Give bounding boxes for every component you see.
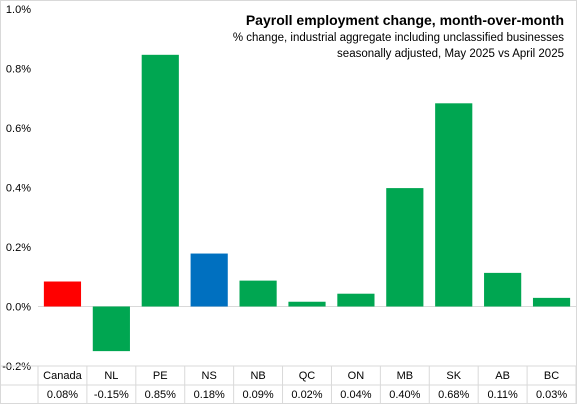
y-tick-label: 0.0%	[6, 302, 31, 314]
value-label: 0.09%	[242, 389, 273, 401]
category-label: NS	[202, 370, 217, 382]
bar-canada	[43, 281, 82, 307]
value-label: 0.85%	[145, 389, 176, 401]
y-axis: -0.2% 0.0% 0.2% 0.4% 0.6% 0.8% 1.0%	[2, 4, 31, 373]
y-tick-label: 1.0%	[6, 4, 31, 16]
value-label: 0.68%	[438, 389, 469, 401]
category-label: NL	[104, 370, 118, 382]
bar-ab	[484, 272, 522, 307]
category-label: NB	[250, 370, 265, 382]
chart-titles: Payroll employment change, month-over-mo…	[233, 12, 564, 60]
category-label: BC	[544, 370, 559, 382]
bar-mb	[386, 188, 424, 307]
y-tick-label: 0.8%	[6, 64, 31, 76]
y-tick-label: 0.2%	[6, 242, 31, 254]
category-label: ON	[348, 370, 365, 382]
data-table: Canada 0.08% NL -0.15% PE 0.85% NS 0.18% NB 0.09%…	[1, 365, 576, 403]
value-label: 0.08%	[47, 389, 78, 401]
chart-subtitle-line-2: seasonally adjusted, May 2025 vs April 2…	[337, 48, 564, 60]
value-label: 0.11%	[487, 389, 518, 401]
value-label: 0.02%	[291, 389, 322, 401]
category-label: MB	[397, 370, 414, 382]
chart-title: Payroll employment change, month-over-mo…	[246, 12, 564, 28]
category-label: PE	[153, 370, 168, 382]
category-label: AB	[495, 370, 510, 382]
value-label: 0.18%	[194, 389, 225, 401]
category-label: Canada	[43, 370, 82, 382]
bar-nl	[92, 306, 130, 352]
chart-subtitle-line-1: % change, industrial aggregate including…	[233, 32, 564, 44]
value-label: 0.03%	[536, 389, 567, 401]
value-label: 0.04%	[340, 389, 371, 401]
value-label: 0.40%	[389, 389, 420, 401]
y-tick-label: 0.4%	[6, 183, 31, 195]
bar-bc	[532, 297, 571, 307]
bar-on	[337, 293, 375, 307]
y-tick-label: 0.6%	[6, 123, 31, 135]
bar-pe	[141, 54, 179, 307]
value-label: -0.15%	[94, 389, 129, 401]
bar-sk	[435, 103, 473, 307]
bar-nb	[239, 280, 277, 307]
category-label: QC	[299, 370, 316, 382]
category-label: SK	[446, 370, 461, 382]
bar-qc	[288, 301, 326, 307]
bars	[43, 54, 571, 352]
y-tick-label: -0.2%	[2, 361, 31, 373]
bar-ns	[190, 253, 228, 307]
